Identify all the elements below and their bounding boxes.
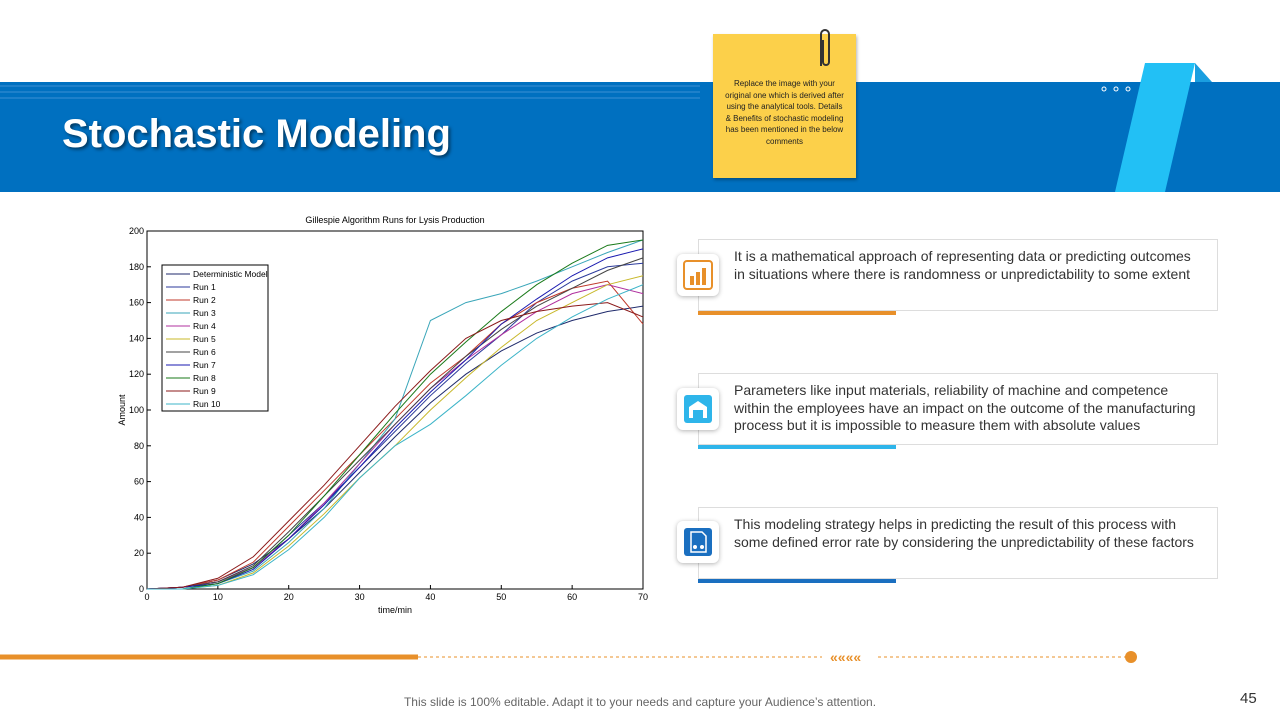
x-tick-label: 50 (496, 592, 506, 602)
legend-box (161, 264, 269, 412)
footer-text: This slide is 100% editable. Adapt it to… (403, 695, 877, 709)
y-tick-label: 140 (129, 333, 144, 343)
y-tick-label: 160 (129, 298, 144, 308)
y-axis-label: Amount (117, 394, 127, 426)
legend-label: Run 3 (193, 308, 216, 318)
legend-label: Deterministic Model (193, 269, 268, 279)
y-tick-label: 60 (134, 477, 144, 487)
point-card: This modeling strategy helps in predicti… (698, 507, 1218, 579)
header-decor (0, 63, 1212, 192)
icon (677, 254, 719, 296)
chart: Gillespie Algorithm Runs for Lysis Produ… (117, 215, 648, 615)
footer-line: «««« (0, 649, 1137, 665)
svg-text:««««: «««« (830, 649, 861, 665)
y-tick-label: 180 (129, 262, 144, 272)
point-text: It is a mathematical approach of represe… (734, 248, 1191, 282)
series-line (146, 302, 644, 590)
legend-label: Run 8 (193, 373, 216, 383)
legend-label: Run 4 (193, 321, 216, 331)
page-number: 45 (1240, 690, 1257, 707)
legend-label: Run 1 (193, 282, 216, 292)
underline (698, 579, 896, 583)
slide-title: Stochastic Modeling (62, 112, 451, 156)
underline (698, 311, 896, 315)
series-line (146, 248, 644, 590)
x-tick-label: 70 (638, 592, 648, 602)
y-tick-label: 200 (129, 226, 144, 236)
x-tick-label: 60 (567, 592, 577, 602)
chart-title: Gillespie Algorithm Runs for Lysis Produ… (305, 215, 484, 225)
legend-label: Run 5 (193, 334, 216, 344)
underline (698, 445, 896, 449)
series-line (146, 305, 644, 590)
note-text: Replace the image with your original one… (725, 79, 844, 146)
y-tick-label: 120 (129, 369, 144, 379)
series-line (147, 239, 644, 590)
y-tick-label: 100 (129, 405, 144, 415)
paperclip (820, 29, 830, 66)
sticky-note: Replace the image with your original one… (713, 34, 856, 178)
point-card: Parameters like input materials, reliabi… (698, 373, 1218, 445)
y-tick-label: 0 (139, 584, 144, 594)
series-line (146, 257, 644, 590)
icon (677, 521, 719, 563)
point-card: It is a mathematical approach of represe… (698, 239, 1218, 311)
y-tick-label: 40 (134, 512, 144, 522)
y-tick-label: 20 (134, 548, 144, 558)
x-tick-label: 20 (284, 592, 294, 602)
point-text: Parameters like input materials, reliabi… (734, 382, 1196, 433)
x-tick-label: 30 (355, 592, 365, 602)
legend-label: Run 6 (193, 347, 216, 357)
x-axis-label: time/min (378, 605, 412, 615)
legend-label: Run 7 (193, 360, 216, 370)
legend-label: Run 10 (193, 399, 221, 409)
point-text: This modeling strategy helps in predicti… (734, 516, 1194, 550)
x-tick-label: 40 (425, 592, 435, 602)
y-tick-label: 80 (134, 441, 144, 451)
series-line (147, 239, 644, 590)
header-band (0, 82, 1280, 192)
legend-label: Run 2 (193, 295, 216, 305)
series-line (147, 284, 644, 590)
x-tick-label: 10 (213, 592, 223, 602)
legend-label: Run 9 (193, 386, 216, 396)
x-tick-label: 0 (144, 592, 149, 602)
icon (677, 388, 719, 430)
